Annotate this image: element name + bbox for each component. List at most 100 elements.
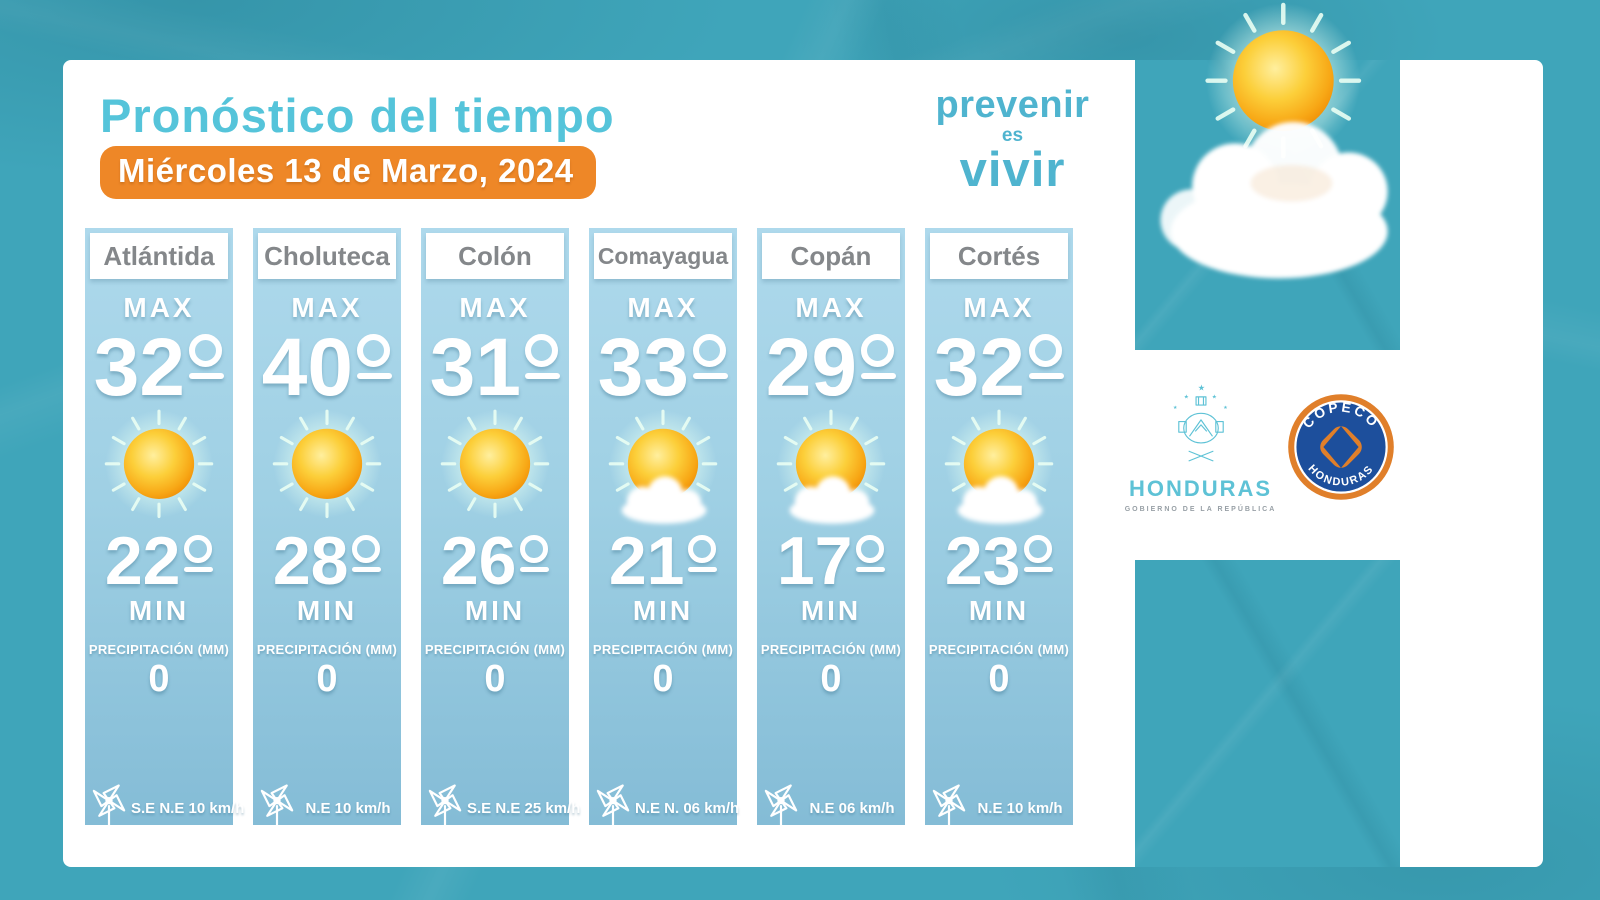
max-temperature: 32 [94, 326, 225, 409]
department-name: Copán [762, 233, 900, 279]
degree-symbol [525, 334, 561, 379]
max-label: MAX [123, 292, 195, 323]
precipitation-value: 0 [484, 657, 506, 700]
date-badge: Miércoles 13 de Marzo, 2024 [100, 146, 596, 199]
wind-row: N.E N. 06 km/h [591, 773, 739, 831]
wind-text: S.E N.E 25 km/h [467, 800, 581, 817]
pinwheel-icon [260, 784, 294, 831]
page-title: Pronóstico del tiempo [100, 89, 615, 142]
degree-symbol [351, 534, 382, 572]
sun-cloud-illustration [1160, 12, 1388, 279]
min-label: MIN [464, 594, 526, 626]
weather-condition-icon [937, 407, 1061, 531]
prevenir-es-vivir-logo: prevenir es vivir [920, 86, 1105, 195]
min-label: MIN [632, 594, 694, 626]
forecast-card-copan: Copán MAX 29 17 MIN PRECIPITACIÓN (MM) 0… [757, 228, 905, 831]
svg-text:★: ★ [1173, 405, 1178, 411]
wind-row: S.E N.E 25 km/h [423, 773, 580, 831]
slogan-line-1: prevenir [935, 84, 1090, 126]
degree-symbol [855, 534, 886, 572]
weather-condition-icon [433, 407, 557, 531]
max-temperature: 31 [430, 326, 561, 409]
department-name: Cortés [930, 233, 1068, 279]
degree-symbol [189, 334, 225, 379]
forecast-card-comayagua: Comayagua MAX 33 21 MIN PRECIPITACIÓN (M… [589, 228, 739, 831]
precipitation-value: 0 [652, 657, 674, 700]
max-label: MAX [291, 292, 363, 323]
min-label: MIN [128, 594, 190, 626]
department-name: Atlántida [90, 233, 228, 279]
degree-symbol [1023, 534, 1054, 572]
pinwheel-icon [92, 784, 126, 831]
honduras-subtitle: GOBIERNO DE LA REPÚBLICA [1124, 506, 1277, 513]
slogan-line-3: vivir [959, 143, 1066, 197]
forecast-card-colon: Colón MAX 31 26 MIN PRECIPITACIÓN (MM) 0… [421, 228, 580, 831]
wind-text: N.E N. 06 km/h [635, 800, 740, 817]
weather-condition-icon [97, 407, 221, 531]
svg-text:★: ★ [1223, 405, 1228, 411]
degree-symbol [693, 334, 729, 379]
honduras-wordmark: HONDURAS [1128, 476, 1273, 501]
department-name: Comayagua [594, 233, 732, 279]
precipitation-label: PRECIPITACIÓN (MM) [760, 641, 902, 657]
max-label: MAX [963, 292, 1035, 323]
min-temperature: 22 [105, 527, 214, 596]
precipitation-label: PRECIPITACIÓN (MM) [928, 641, 1070, 657]
precipitation-value: 0 [820, 657, 842, 700]
min-label: MIN [800, 594, 862, 626]
wind-row: N.E 06 km/h [759, 773, 901, 831]
degree-symbol [183, 534, 214, 572]
precipitation-label: PRECIPITACIÓN (MM) [256, 641, 398, 657]
wind-text: N.E 06 km/h [809, 800, 895, 817]
degree-symbol [861, 334, 897, 379]
wind-text: N.E 10 km/h [305, 800, 391, 817]
pinwheel-icon [596, 784, 630, 831]
wind-row: N.E 10 km/h [255, 773, 397, 831]
precipitation-label: PRECIPITACIÓN (MM) [592, 641, 734, 657]
forecast-card-atlantida: Atlántida MAX 32 22 MIN PRECIPITACIÓN (M… [85, 228, 244, 831]
degree-symbol [1029, 334, 1065, 379]
forecast-card-choluteca: Choluteca MAX 40 28 MIN PRECIPITACIÓN (M… [253, 228, 401, 831]
min-temperature: 26 [441, 527, 550, 596]
slogan-line-2: es [1001, 125, 1024, 146]
pinwheel-icon [428, 784, 462, 831]
wind-row: N.E 10 km/h [927, 773, 1069, 831]
weather-condition-icon [265, 407, 389, 531]
pinwheel-icon [932, 784, 966, 831]
svg-text:★: ★ [1211, 394, 1216, 401]
forecast-card-cortes: Cortés MAX 32 23 MIN PRECIPITACIÓN (MM) … [925, 228, 1073, 831]
copeco-logo: COPECO HONDURAS [1286, 392, 1396, 502]
degree-symbol [519, 534, 550, 572]
max-label: MAX [627, 292, 699, 323]
honduras-coat-of-arms-icon: ★ ★ ★ ★ ★ [1173, 382, 1228, 462]
min-temperature: 28 [273, 527, 382, 596]
copeco-seal-icon: COPECO HONDURAS [1288, 394, 1394, 500]
max-temperature: 33 [598, 326, 729, 409]
teal-block-bottom [1135, 560, 1400, 867]
wind-text: S.E N.E 10 km/h [131, 800, 245, 817]
pinwheel-icon [764, 784, 798, 831]
weather-condition-icon [769, 407, 893, 531]
degree-symbol [357, 334, 393, 379]
precipitation-value: 0 [988, 657, 1010, 700]
wind-text: N.E 10 km/h [977, 800, 1063, 817]
weather-condition-icon [601, 407, 725, 531]
max-temperature: 40 [262, 326, 393, 409]
honduras-government-logo: ★ ★ ★ ★ ★ HONDURAS GOBIERNO DE LA REPÚBL… [1118, 378, 1283, 513]
department-name: Colón [426, 233, 564, 279]
precipitation-label: PRECIPITACIÓN (MM) [88, 641, 230, 657]
max-temperature: 32 [934, 326, 1065, 409]
forecast-columns: Atlántida MAX 32 22 MIN PRECIPITACIÓN (M… [85, 228, 1073, 831]
svg-text:★: ★ [1183, 394, 1188, 401]
max-temperature: 29 [766, 326, 897, 409]
max-label: MAX [459, 292, 531, 323]
wind-row: S.E N.E 10 km/h [87, 773, 244, 831]
svg-text:★: ★ [1197, 382, 1204, 392]
min-label: MIN [968, 594, 1030, 626]
precipitation-value: 0 [316, 657, 338, 700]
min-label: MIN [296, 594, 358, 626]
min-temperature: 21 [609, 527, 718, 596]
precipitation-label: PRECIPITACIÓN (MM) [424, 641, 566, 657]
precipitation-value: 0 [148, 657, 170, 700]
department-name: Choluteca [258, 233, 396, 279]
